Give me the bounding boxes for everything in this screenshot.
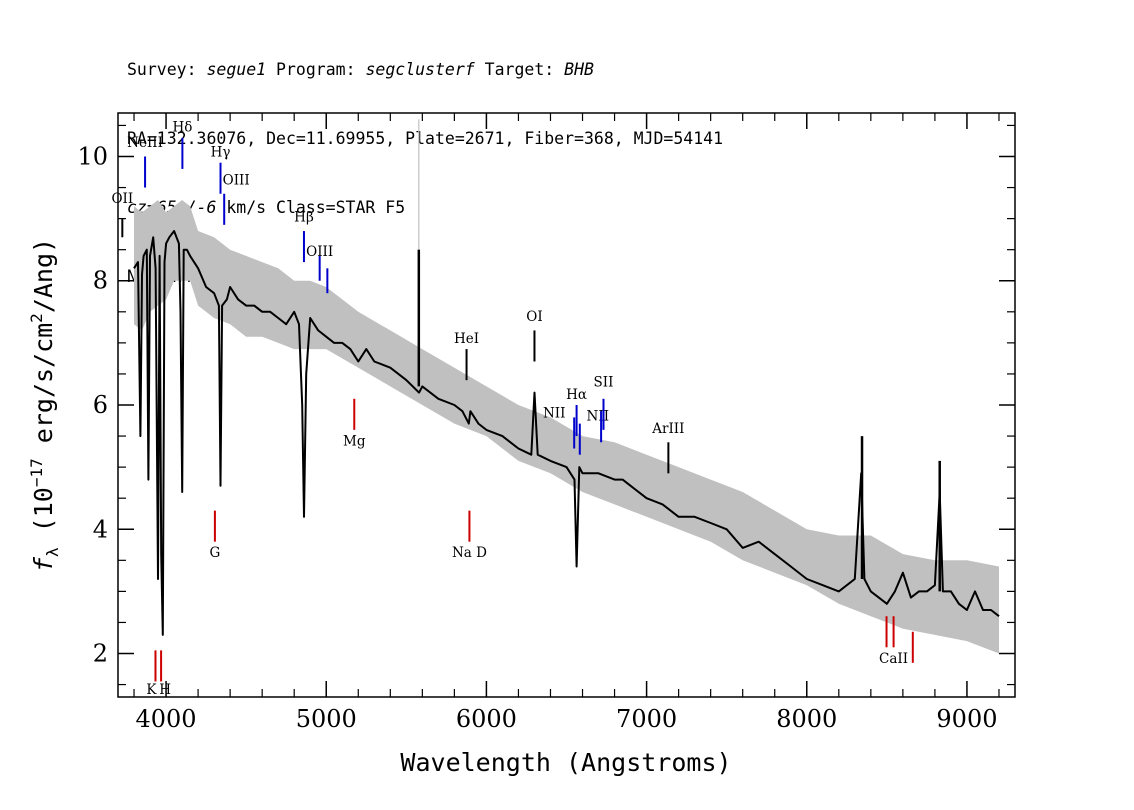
absorption-line-label-1: H (159, 682, 171, 698)
program-value: segclusterf (365, 60, 475, 79)
emission-line-label-2: Hδ (172, 120, 192, 136)
error-band (134, 200, 999, 654)
x-tick-label: 6000 (456, 705, 517, 733)
x-tick-label: 5000 (296, 705, 357, 733)
emission-line-label-14: SII (594, 374, 614, 390)
survey-value: segue1 (206, 60, 267, 79)
x-axis-label: Wavelength (Angstroms) (400, 748, 731, 777)
target-value: BHB (564, 60, 594, 79)
emission-line-label-9: OI (526, 309, 542, 325)
emission-line-label-12: NII (587, 409, 609, 425)
x-tick-label: 9000 (936, 705, 997, 733)
header-line-coords: RA=132.36076, Dec=11.69955, Plate=2671, … (127, 129, 724, 148)
y-label-post: /Ang) (29, 238, 58, 313)
absorption-line-label-2: G (210, 545, 221, 561)
survey-label: Survey: (127, 60, 197, 79)
x-tick-label: 8000 (776, 705, 837, 733)
spectrum-header: Survey: segue1 Program: segclusterf Targ… (127, 12, 723, 311)
y-label-mid: erg/s/cm (29, 323, 58, 458)
emission-line-label-4: OIII (223, 172, 250, 188)
emission-line-label-0: OII (111, 191, 133, 207)
y-axis-label: fλ (10−17 erg/s/cm2/Ang) (27, 238, 62, 572)
x-tick-label: 7000 (616, 705, 677, 733)
y-label-sub: λ (43, 547, 62, 557)
emission-line-label-10: NII (543, 405, 565, 421)
y-label-pre: (10 (29, 487, 58, 547)
emission-line-label-5: Hβ (294, 210, 314, 226)
flux-line (133, 230, 1000, 636)
series-layer (133, 119, 1000, 654)
y-tick-label: 10 (77, 142, 108, 170)
target-label: Target: (484, 60, 555, 79)
program-label: Program: (276, 60, 356, 79)
absorption-line-label-0: K (146, 682, 157, 698)
y-label-exp1: −17 (27, 458, 46, 487)
absorption-line-label-6: CaII (879, 651, 908, 667)
emission-line-label-6: OIII (306, 244, 333, 260)
x-tick-label: 4000 (136, 705, 197, 733)
y-label-f: f (29, 556, 58, 572)
y-tick-label: 8 (93, 267, 108, 295)
absorption-line-label-3: Mg (343, 433, 366, 449)
redshift-class: km/s Class=STAR F5 (216, 198, 406, 217)
header-line-survey: Survey: segue1 Program: segclusterf Targ… (127, 58, 723, 81)
y-label-exp2: 2 (27, 313, 46, 323)
emission-line-label-3: Hγ (211, 144, 231, 160)
emission-line-label-1: NeIII (127, 135, 163, 151)
emission-line-label-15: ArIII (651, 421, 684, 437)
axis-ticks: 4000 5000 6000 7000 8000 9000 2 4 6 8 10 (77, 113, 1015, 733)
y-tick-label: 2 (93, 640, 108, 668)
y-tick-label: 6 (93, 391, 108, 419)
emission-line-label-11: Hα (566, 387, 587, 403)
emission-line-label-8: HeI (454, 331, 479, 347)
y-tick-label: 4 (93, 515, 108, 543)
absorption-line-label-4: Na D (452, 545, 487, 561)
